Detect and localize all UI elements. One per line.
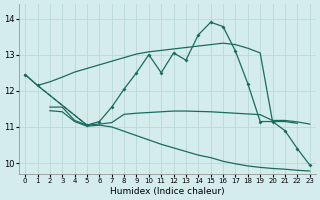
X-axis label: Humidex (Indice chaleur): Humidex (Indice chaleur): [110, 187, 225, 196]
